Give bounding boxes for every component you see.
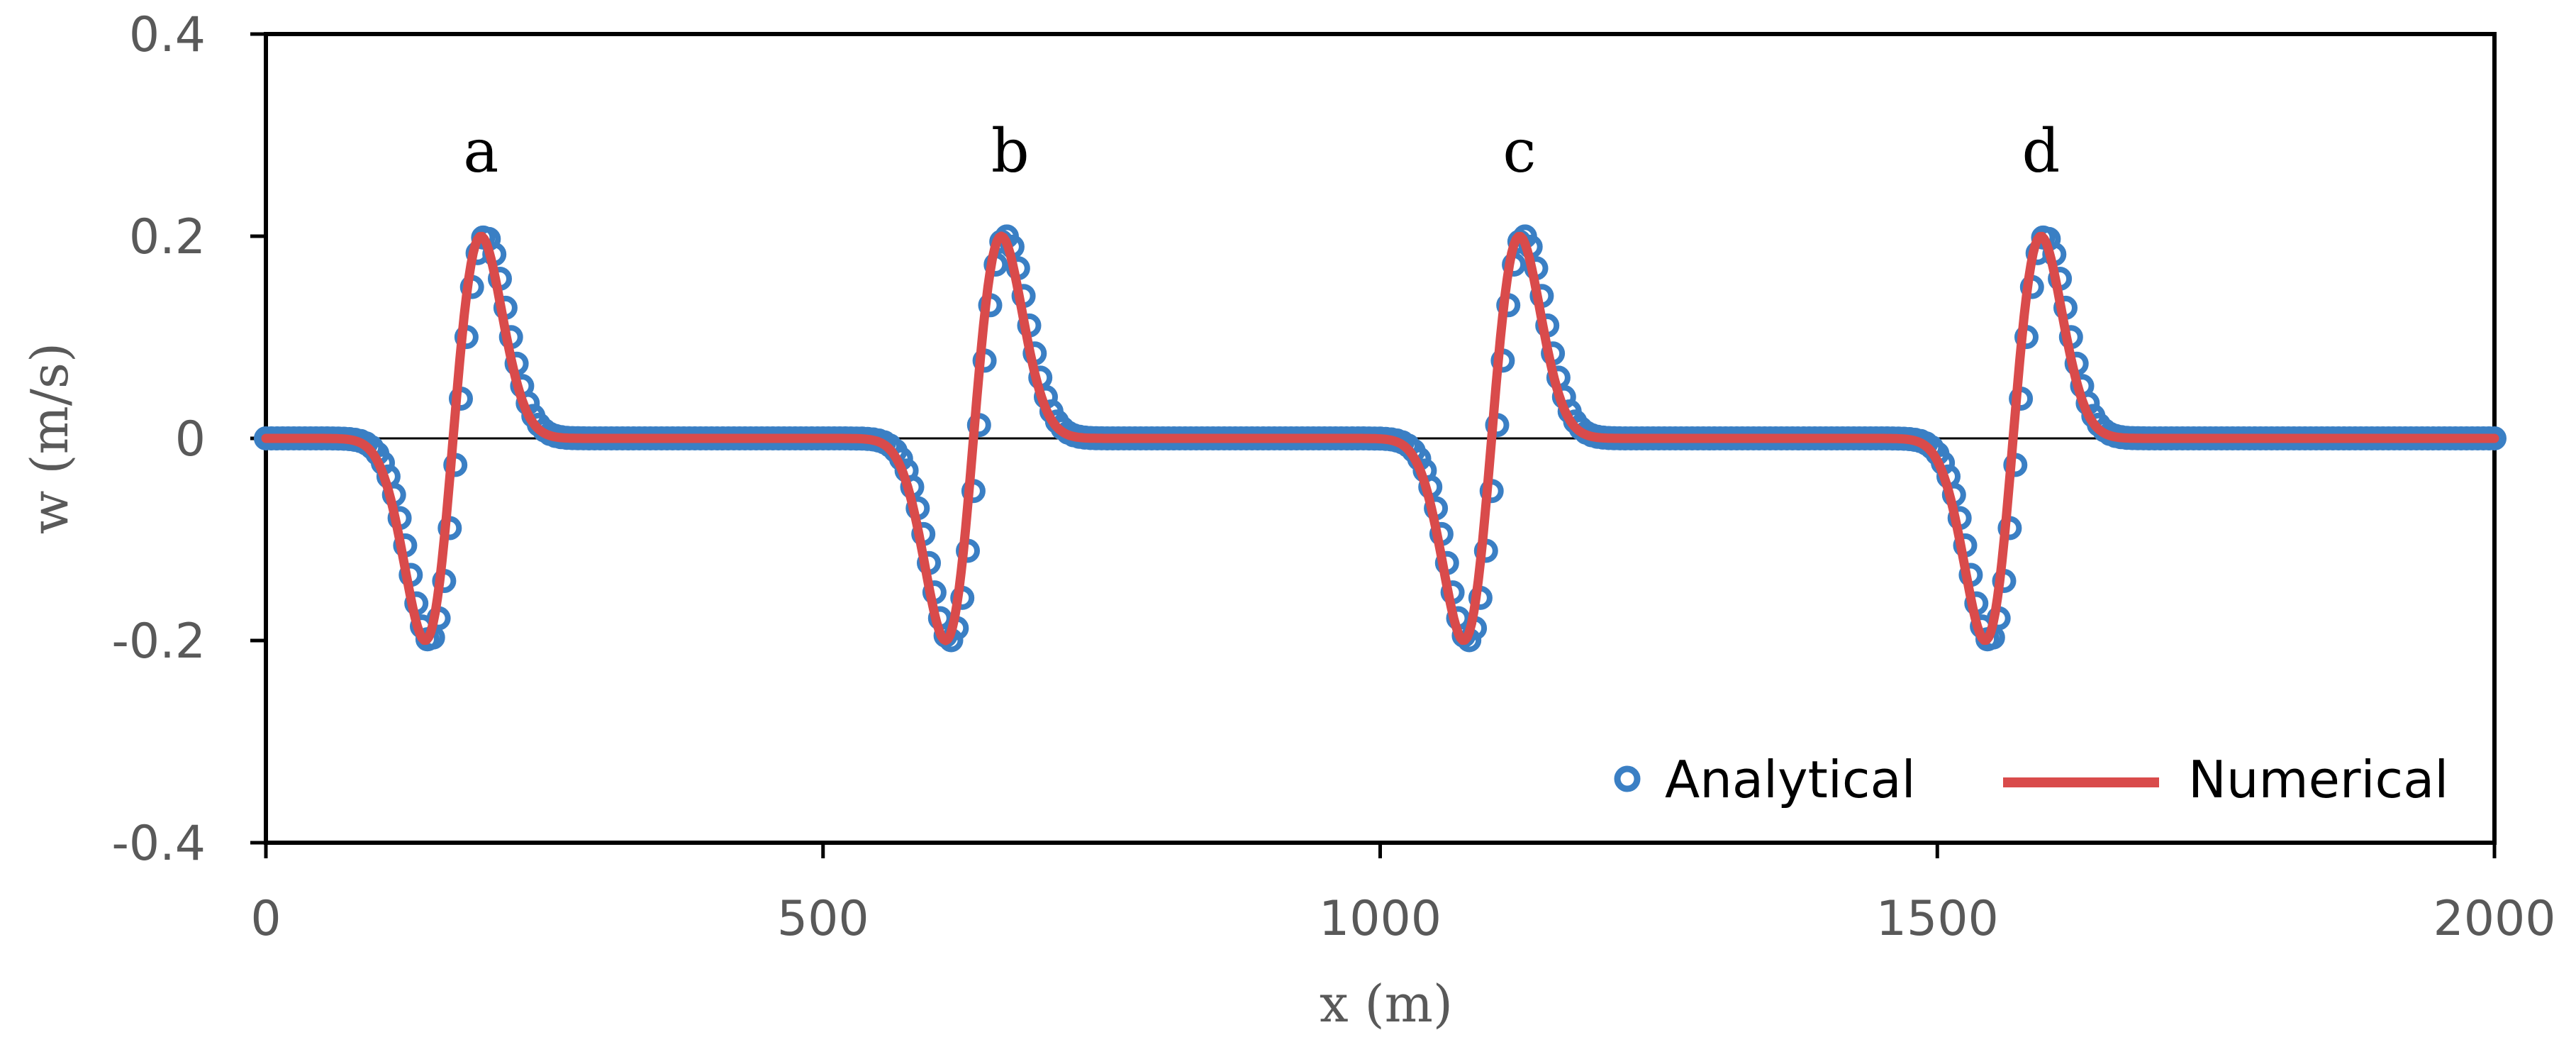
peak-label-b: b bbox=[991, 116, 1030, 186]
legend-analytical-marker bbox=[1614, 765, 1641, 792]
y-tick-labels: -0.4 -0.2 0 0.2 0.4 bbox=[111, 7, 206, 872]
peak-label-a: a bbox=[463, 116, 498, 186]
y-tick-label: 0.2 bbox=[129, 209, 206, 265]
peak-label-d: d bbox=[2022, 116, 2061, 186]
x-tick-label: 500 bbox=[777, 891, 869, 947]
y-axis-title: w (m/s) bbox=[20, 343, 79, 534]
x-tick-label: 0 bbox=[250, 891, 281, 947]
y-tick-label: 0 bbox=[175, 411, 206, 467]
x-tick-label: 2000 bbox=[2433, 891, 2555, 947]
x-tick-labels: 0 500 1000 1500 2000 bbox=[250, 891, 2555, 947]
y-tick-label: 0.4 bbox=[129, 7, 206, 63]
peak-labels: a b c d bbox=[463, 116, 2060, 186]
x-tick-label: 1000 bbox=[1319, 891, 1442, 947]
x-tick-label: 1500 bbox=[1876, 891, 1999, 947]
numerical-series bbox=[261, 231, 2499, 646]
peak-label-c: c bbox=[1502, 116, 1536, 186]
x-axis-title: x (m) bbox=[1320, 974, 1453, 1034]
legend: Analytical Numerical bbox=[1614, 750, 2448, 809]
y-tick-label: -0.4 bbox=[111, 816, 206, 872]
numerical-line bbox=[261, 231, 2499, 646]
legend-analytical-label: Analytical bbox=[1665, 750, 1916, 809]
legend-numerical-label: Numerical bbox=[2188, 750, 2448, 809]
y-tick-label: -0.2 bbox=[111, 614, 206, 670]
